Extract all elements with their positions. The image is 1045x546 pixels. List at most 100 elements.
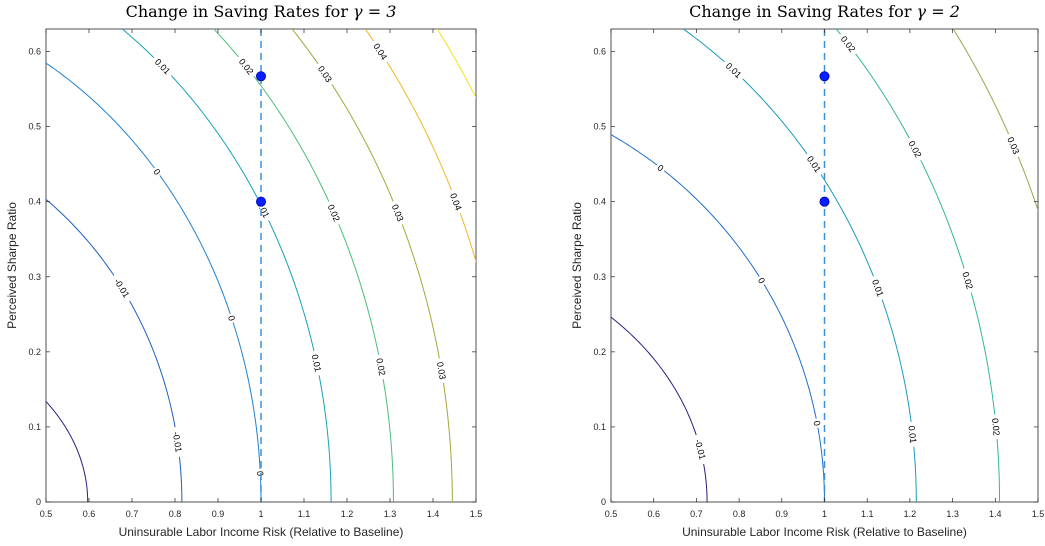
left-contour-panel: -0.01-0.010000.010.010.010.020.020.020.0… [5,2,482,539]
chart-title: Change in Saving Rates for γ = 2 [689,2,960,21]
x-tick-label: 0.8 [169,509,182,519]
contour-label: 0.03 [435,361,448,380]
x-tick-label: 1.3 [384,509,397,519]
chart-title-text: Change in Saving Rates for [689,2,916,21]
y-tick-label: 0 [36,497,41,507]
contour-line-0.02 [213,29,394,502]
marker-point [819,196,830,207]
marker-point [255,71,266,82]
contour-label-bg [233,53,259,80]
x-tick-label: 1 [258,509,263,519]
contour-label-bg [323,199,345,227]
plot-area: -0.010000.010.010.010.010.020.020.020.02… [611,29,1038,502]
x-tick-label: 0.8 [733,509,746,519]
contour-label: 0 [255,471,265,476]
x-tick-label: 1.5 [1032,509,1045,519]
contour-label-group: 0.02 [323,199,345,227]
contour-label-group: 0.01 [867,274,888,302]
contour-line-0.01 [682,29,917,502]
contour-label: 0.01 [906,425,918,444]
contour-label-group: 0.02 [958,266,978,295]
x-tick-label: 1 [822,509,827,519]
x-tick-label: 1.1 [298,509,311,519]
contour-label-bg [169,426,186,458]
contour-label-group: 0 [810,417,824,429]
y-axis-label: Perceived Sharpe Ratio [5,202,19,329]
contour-label: 0 [655,163,665,174]
contour-label-bg [653,160,668,176]
contour-label-group: 0.03 [387,199,408,227]
plot-area: -0.01-0.010000.010.010.010.020.020.020.0… [46,29,476,502]
contour-label-group: 0.03 [433,357,450,384]
contour-label-bg [368,37,393,66]
y-tick-label: 0.6 [28,47,41,57]
contour-label-group: 0.02 [988,413,1004,440]
contour-line-0.02 [835,29,1001,502]
contour-label-bg [958,266,978,295]
contour-label-group: 0.03 [1003,131,1024,160]
contour-label-bg [372,353,390,381]
contour-label: 0 [756,276,767,286]
contour-label-bg [446,187,466,216]
x-tick-label: 0.9 [776,509,789,519]
contour-label-group: 0.02 [372,353,390,381]
contour-label-bg [1003,131,1024,160]
x-tick-label: 1.4 [427,509,440,519]
x-tick-label: 1.2 [341,509,354,519]
chart-title-math: γ = 3 [353,2,396,21]
contour-label-group: 0 [653,160,668,176]
contour-label-group: 0.01 [905,421,920,448]
x-tick-label: 0.9 [212,509,225,519]
y-tick-label: 0.1 [28,422,41,432]
chart-title-text: Change in Saving Rates for [126,2,353,21]
contour-label: 0.02 [960,271,975,291]
x-tick-label: 1.1 [861,509,874,519]
contour-label-bg [835,30,861,58]
x-tick-label: 1.3 [946,509,959,519]
contour-label-bg [867,274,888,302]
y-tick-label: 0.4 [28,197,41,207]
contour-label-bg [754,273,770,288]
y-tick-label: 0.5 [28,122,41,132]
y-axis-label: Perceived Sharpe Ratio [570,202,584,329]
y-tick-label: 0.2 [593,347,606,357]
contour-label-bg [109,272,135,304]
x-tick-label: 1.4 [989,509,1002,519]
y-tick-label: 0.3 [593,272,606,282]
marker-point [255,196,266,207]
y-tick-label: 0.4 [593,197,606,207]
contour-label: 0.02 [374,357,387,376]
contour-line--0.02 [46,400,89,502]
contour-label-bg [433,357,450,384]
x-tick-label: 1.2 [904,509,917,519]
x-axis-label: Uninsurable Labor Income Risk (Relative … [119,525,404,539]
contour-label-bg [308,349,326,377]
contour-label-bg [810,417,824,429]
contour-label-bg [802,150,827,178]
contour-label-group: -0.01 [169,426,186,458]
x-tick-label: 0.5 [605,509,618,519]
contour-label-bg [313,60,337,88]
contour-label: 0.01 [310,354,323,373]
contour-label-bg [904,135,927,163]
contour-label-group: -0.01 [690,433,710,466]
contour-label: -0.01 [693,438,708,460]
contour-label-group: 0.04 [446,187,466,216]
contour-label-bg [224,311,239,325]
contour-line-0 [611,134,825,502]
contour-label-group: 0.01 [308,349,326,377]
contour-label-bg [988,413,1004,440]
y-tick-label: 0.5 [593,122,606,132]
contour-label-bg [149,53,176,80]
marker-point [819,71,830,82]
contour-line--0.01 [46,198,183,502]
chart-title-math: γ = 2 [917,2,960,21]
contour-label: 0 [151,167,162,177]
contour-label-bg [720,57,747,84]
x-tick-label: 0.7 [126,509,139,519]
contour-label-group: 0 [224,311,239,325]
contour-label: 0 [812,420,823,427]
contour-label-bg [690,433,710,466]
contour-label-group: 0 [149,164,165,179]
y-tick-label: 0.6 [593,47,606,57]
